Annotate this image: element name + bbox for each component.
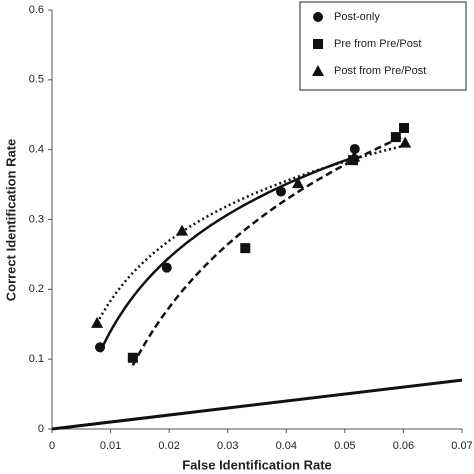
marker-square — [240, 243, 251, 254]
marker-triangle — [176, 224, 189, 236]
marker-triangle — [348, 150, 361, 162]
x-tick-label: 0.03 — [217, 440, 238, 452]
x-tick-label: 0.07 — [451, 440, 472, 452]
y-tick-label: 0 — [38, 423, 44, 435]
y-tick-label: 0.2 — [29, 283, 44, 295]
x-tick-label: 0 — [49, 440, 55, 452]
trend-curve — [98, 155, 356, 353]
marker-triangle — [91, 316, 104, 328]
x-tick-label: 0.04 — [276, 440, 297, 452]
legend-label: Post-only — [334, 11, 380, 23]
trend-curve — [96, 144, 406, 324]
y-tick-label: 0.4 — [29, 144, 44, 156]
y-tick-label: 0.3 — [29, 213, 44, 225]
marker-triangle — [312, 65, 324, 76]
marker-circle — [349, 143, 360, 154]
x-axis-title: False Identification Rate — [182, 457, 332, 472]
marker-triangle — [292, 177, 304, 189]
legend-box — [299, 1, 467, 91]
y-axis-title: Correct Identification Rate — [3, 139, 18, 302]
y-tick-label: 0.1 — [29, 353, 44, 365]
legend-label: Pre from Pre/Post — [334, 38, 421, 50]
x-tick-label: 0.02 — [158, 440, 179, 452]
marker-triangle — [399, 136, 412, 148]
marker-circle — [95, 342, 106, 353]
y-tick-label: 0.6 — [29, 4, 44, 16]
x-tick-label: 0.01 — [100, 440, 121, 452]
chance-line — [51, 378, 463, 431]
marker-circle — [161, 262, 172, 273]
marker-circle — [276, 186, 287, 197]
marker-square — [399, 123, 410, 134]
marker-square — [313, 39, 323, 49]
x-tick-label: 0.06 — [393, 440, 414, 452]
y-tick-label: 0.5 — [29, 74, 44, 86]
trend-curve — [131, 134, 405, 366]
legend-label: Post from Pre/Post — [334, 65, 426, 77]
marker-square — [127, 352, 138, 363]
marker-circle — [313, 12, 323, 22]
x-tick-label: 0.05 — [334, 440, 355, 452]
marker-square — [390, 132, 401, 143]
